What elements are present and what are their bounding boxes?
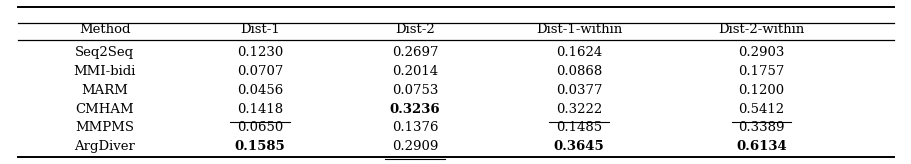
Text: 0.1200: 0.1200 [738, 84, 783, 97]
Text: MARM: MARM [81, 84, 128, 97]
Text: Dist-2-within: Dist-2-within [718, 23, 804, 36]
Text: MMI-bidi: MMI-bidi [74, 65, 136, 78]
Text: 0.0650: 0.0650 [237, 121, 282, 134]
Text: 0.1230: 0.1230 [237, 46, 282, 59]
Text: Dist-2: Dist-2 [394, 23, 435, 36]
Text: Dist-1-within: Dist-1-within [536, 23, 621, 36]
Text: 0.3236: 0.3236 [389, 102, 440, 116]
Text: 0.2697: 0.2697 [392, 46, 437, 59]
Text: 0.2909: 0.2909 [392, 140, 437, 153]
Text: Seq2Seq: Seq2Seq [76, 46, 134, 59]
Text: 0.1418: 0.1418 [237, 102, 282, 116]
Text: MMPMS: MMPMS [76, 121, 134, 134]
Text: 0.1376: 0.1376 [392, 121, 437, 134]
Text: 0.6134: 0.6134 [735, 140, 786, 153]
Text: Dist-1: Dist-1 [240, 23, 280, 36]
Text: Method: Method [79, 23, 130, 36]
Text: 0.1624: 0.1624 [556, 46, 601, 59]
Text: 0.1757: 0.1757 [738, 65, 783, 78]
Text: CMHAM: CMHAM [76, 102, 134, 116]
Text: 0.1485: 0.1485 [556, 121, 601, 134]
Text: ArgDiver: ArgDiver [75, 140, 135, 153]
Text: 0.0753: 0.0753 [392, 84, 437, 97]
Text: 0.3222: 0.3222 [556, 102, 601, 116]
Text: 0.0707: 0.0707 [237, 65, 282, 78]
Text: 0.5412: 0.5412 [738, 102, 783, 116]
Text: 0.0868: 0.0868 [556, 65, 601, 78]
Text: 0.0377: 0.0377 [556, 84, 601, 97]
Text: 0.3645: 0.3645 [553, 140, 604, 153]
Text: 0.1585: 0.1585 [234, 140, 285, 153]
Text: 0.3389: 0.3389 [738, 121, 783, 134]
Text: 0.2014: 0.2014 [392, 65, 437, 78]
Text: 0.0456: 0.0456 [237, 84, 282, 97]
Text: 0.2903: 0.2903 [738, 46, 783, 59]
